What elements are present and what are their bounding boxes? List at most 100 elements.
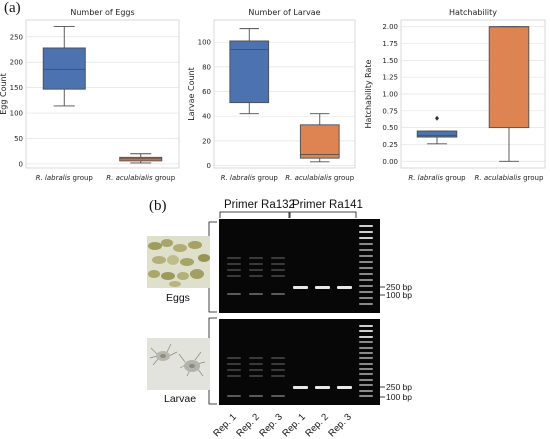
ladder-band — [359, 237, 373, 239]
y-tick-label: 60 — [202, 88, 211, 96]
y-tick-label: 0 — [207, 162, 211, 170]
ladder-band — [359, 273, 373, 275]
chart-title: Number of Larvae — [248, 8, 320, 17]
y-tick-label: 1.50 — [382, 57, 398, 65]
y-tick-label: 20 — [202, 137, 211, 145]
chart-1: Number of Larvae Larvae Count 0 20 40 60 80 100… — [187, 8, 356, 182]
x-tick-species: R. labralis — [408, 174, 445, 182]
chart-title: Number of Eggs — [70, 8, 134, 17]
faint-band — [271, 395, 285, 397]
y-axis-label: Egg Count — [0, 73, 8, 115]
lane-label-ra141-rep2: Rep. 2 — [303, 411, 331, 439]
ladder-band — [359, 267, 373, 269]
faint-band — [249, 263, 263, 265]
eggs-label: Eggs — [166, 292, 190, 304]
x-tick-species: R. aculabialis — [106, 174, 155, 182]
gel-eggs — [219, 219, 380, 313]
faint-band — [249, 395, 263, 397]
larvae-label: Larvae — [164, 393, 197, 405]
ladder-band — [359, 291, 373, 293]
faint-band — [271, 269, 285, 271]
ladder-band — [359, 362, 373, 365]
x-tick-group: group — [523, 174, 544, 182]
faint-band — [249, 269, 263, 271]
faint-band — [271, 375, 285, 377]
ladder-band — [359, 243, 373, 245]
faint-band — [249, 357, 263, 359]
box-iqr — [299, 124, 340, 159]
panel-a-label: (a) — [4, 0, 21, 16]
lane-label-ra132-rep3: Rep. 3 — [257, 411, 285, 439]
faint-band — [271, 275, 285, 277]
gel-larvae — [219, 319, 380, 405]
y-tick-label: 2.00 — [382, 23, 398, 31]
bp-ticks — [380, 286, 385, 398]
faint-band — [227, 395, 241, 397]
faint-band — [249, 257, 263, 259]
x-tick-group: group — [334, 174, 355, 182]
bracket-ra141 — [289, 211, 357, 218]
chart-2: Hatchability Hatchability Rate 0.00 0.25 0.5… — [364, 8, 546, 182]
y-tick-label: 50 — [14, 135, 23, 143]
x-tick-species: R. labralis — [221, 174, 258, 182]
faint-band — [249, 363, 263, 365]
ladder-band — [359, 225, 373, 227]
faint-band — [227, 275, 241, 277]
specific-band — [337, 286, 352, 289]
faint-band — [227, 293, 241, 295]
box-iqr — [416, 130, 458, 138]
x-tick-group: group — [445, 174, 466, 182]
lane-label-ra132-rep2: Rep. 2 — [234, 411, 262, 439]
specific-band — [293, 286, 308, 289]
ladder-band — [359, 261, 373, 263]
faint-band — [271, 293, 285, 295]
x-tick-label: R. aculabialis group — [285, 174, 354, 182]
y-tick-label: 1.00 — [382, 91, 398, 99]
ladder-band — [359, 357, 373, 360]
y-axis-label: Hatchability Rate — [364, 59, 373, 128]
faint-band — [227, 269, 241, 271]
x-tick-group: group — [73, 174, 94, 182]
faint-band — [249, 375, 263, 377]
x-tick-label: R. aculabialis group — [475, 174, 544, 182]
y-axis-label: Larvae Count — [187, 67, 196, 121]
ladder-band — [359, 395, 373, 397]
lane-label-ra141-rep3: Rep. 3 — [326, 411, 354, 439]
lane-label-ra141-rep1: Rep. 1 — [280, 411, 308, 439]
eggs-100bp-label: 100 bp — [386, 290, 412, 300]
ladder-band — [359, 279, 373, 281]
box-iqr — [229, 40, 270, 104]
ladder-band — [359, 346, 373, 349]
larvae-250bp-label: 250 bp — [386, 382, 412, 392]
x-tick-species: R. labralis — [36, 174, 73, 182]
chart-title: Hatchability — [449, 8, 497, 17]
eggs-image — [148, 239, 210, 287]
ladder-band — [359, 249, 373, 251]
y-tick-label: 150 — [10, 84, 23, 92]
ladder-band — [359, 341, 373, 344]
bracket-larvae — [208, 317, 217, 405]
faint-band — [271, 263, 285, 265]
ladder-band — [359, 303, 373, 305]
ladder-band — [359, 368, 373, 371]
x-tick-label: R. labralis group — [221, 174, 279, 182]
ladder-band — [359, 285, 373, 287]
faint-band — [271, 369, 285, 371]
bracket-eggs — [208, 221, 217, 313]
chart-0: Number of Eggs Egg Count 0 50 100 150 200 250 R.… — [0, 8, 180, 182]
eggs-250bp-label: 250 bp — [386, 282, 412, 292]
primer-ra132-label: Primer Ra132 — [224, 199, 295, 211]
ladder-band — [359, 297, 373, 299]
x-tick-species: R. aculabialis — [285, 174, 334, 182]
faint-band — [227, 257, 241, 259]
ladder-band — [359, 335, 373, 338]
primer-brackets — [219, 211, 357, 218]
plot-frame — [25, 19, 180, 169]
y-tick-label: 80 — [202, 63, 211, 71]
ladder-band — [359, 231, 373, 233]
x-tick-group: group — [155, 174, 176, 182]
primer-ra141-label: Primer Ra141 — [292, 199, 363, 211]
y-tick-label: 100 — [10, 110, 23, 118]
y-tick-label: 1.25 — [382, 74, 398, 82]
